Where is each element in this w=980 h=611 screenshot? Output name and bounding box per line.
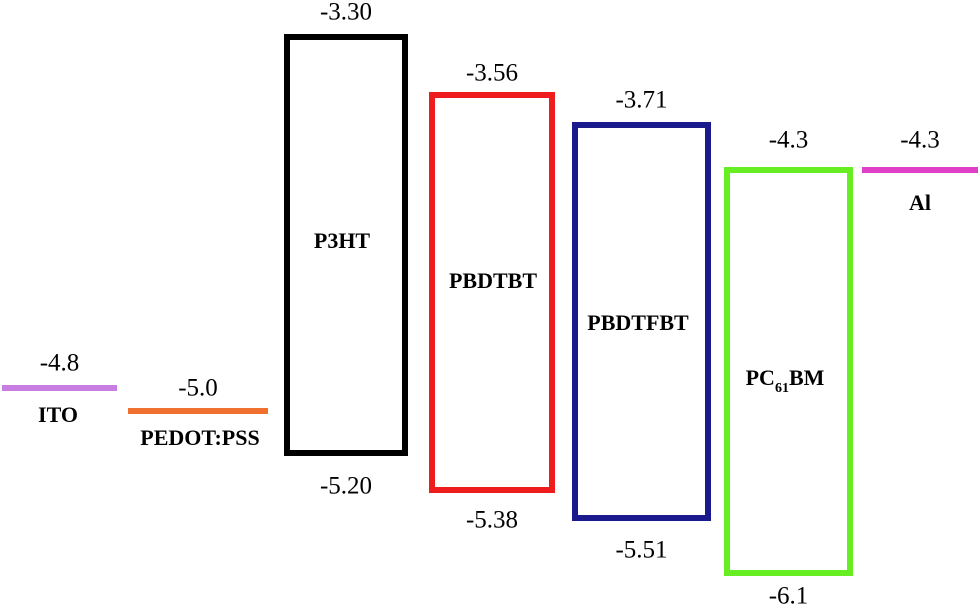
lumo-value: -3.30 bbox=[320, 0, 372, 26]
homo-value: -5.51 bbox=[615, 537, 667, 564]
lumo-value: -4.8 bbox=[40, 350, 80, 377]
energy-box bbox=[429, 92, 555, 493]
material-label: PC61BM bbox=[746, 365, 825, 396]
label-subscript: 61 bbox=[775, 381, 789, 396]
lumo-value: -4.3 bbox=[900, 127, 940, 154]
homo-value: -6.1 bbox=[769, 583, 809, 610]
homo-value: -5.20 bbox=[320, 473, 372, 500]
energy-box bbox=[724, 167, 853, 576]
material-label: PEDOT:PSS bbox=[140, 425, 259, 450]
lumo-value: -4.3 bbox=[769, 127, 809, 154]
energy-box bbox=[284, 34, 408, 456]
homo-value: -5.38 bbox=[466, 507, 518, 534]
energy-box bbox=[572, 122, 711, 521]
lumo-value: -3.56 bbox=[466, 60, 518, 87]
material-label: PBDTBT bbox=[449, 268, 537, 293]
lumo-value: -5.0 bbox=[178, 375, 218, 402]
label-part: PC bbox=[746, 365, 775, 390]
material-label: Al bbox=[909, 190, 931, 215]
lumo-value: -3.71 bbox=[615, 87, 667, 114]
material-label: PBDTFBT bbox=[587, 310, 689, 335]
material-label: ITO bbox=[38, 402, 78, 427]
material-label: P3HT bbox=[314, 228, 371, 253]
label-part: BM bbox=[789, 365, 825, 390]
